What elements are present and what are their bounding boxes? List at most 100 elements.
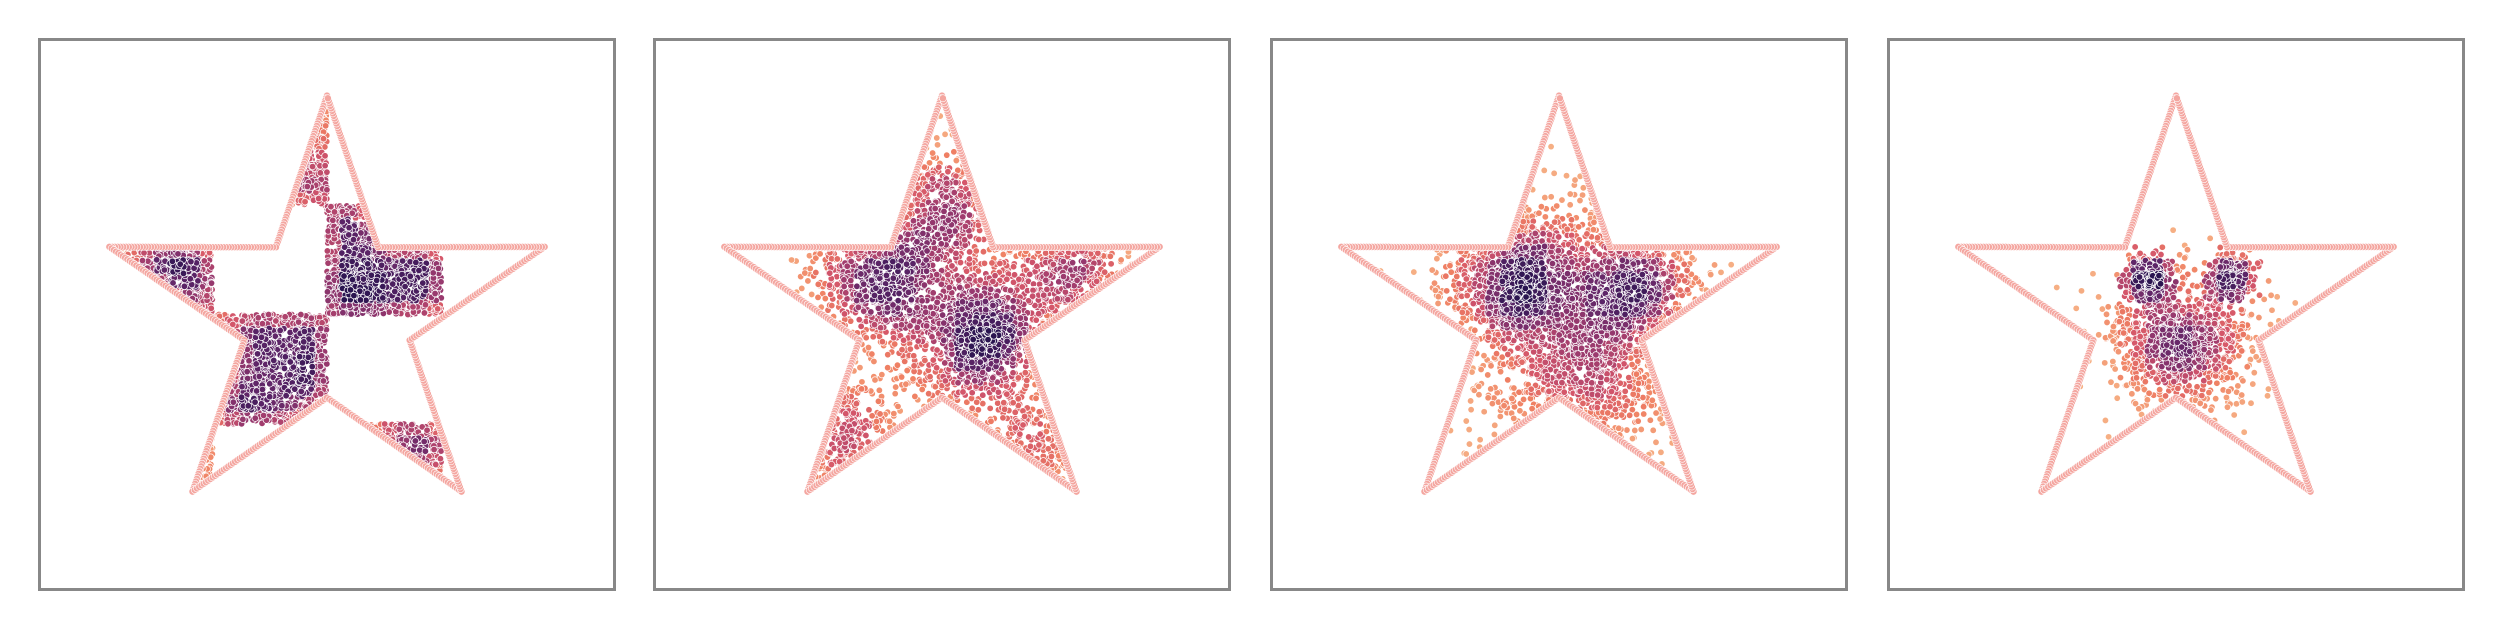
- scatter-point: [1001, 405, 1009, 413]
- scatter-point: [918, 385, 926, 394]
- scatter-point: [317, 325, 325, 333]
- scatter-point: [330, 208, 339, 216]
- scatter-point: [1032, 316, 1040, 324]
- scatter-point: [330, 309, 338, 318]
- scatter-point: [1009, 263, 1018, 271]
- scatter-point: [319, 135, 328, 143]
- scatter-point: [847, 317, 855, 325]
- scatter-point: [890, 410, 898, 418]
- scatter-point: [308, 163, 317, 171]
- scatter-point: [911, 392, 919, 401]
- scatter-point: [203, 292, 211, 300]
- scatter-point: [243, 368, 251, 376]
- scatter-point: [903, 366, 911, 375]
- scatter-point: [338, 218, 346, 226]
- scatter-point: [798, 284, 806, 292]
- scatter-point: [1003, 275, 1011, 283]
- scatter-point: [207, 304, 215, 312]
- scatter-point: [429, 269, 437, 277]
- scatter-point: [324, 296, 332, 305]
- scatter-point: [816, 250, 824, 258]
- scatter-point: [1036, 420, 1044, 428]
- scatter-point: [252, 327, 260, 336]
- scatter-point: [842, 410, 850, 418]
- scatter-point: [827, 460, 836, 469]
- scatter-point: [804, 277, 812, 285]
- scatter-point: [282, 392, 290, 400]
- scatter-point: [317, 390, 325, 398]
- scatter-point: [1107, 260, 1115, 268]
- scatter-point: [160, 266, 169, 274]
- scatter-point: [324, 259, 332, 267]
- scatter-point: [168, 257, 177, 265]
- scatter-point: [915, 191, 924, 199]
- scatter-point: [941, 130, 949, 138]
- scatter-point: [280, 364, 289, 373]
- scatter-point: [327, 203, 335, 211]
- scatter-point: [308, 345, 316, 354]
- scatter-point: [297, 310, 305, 319]
- scatter-point: [307, 385, 315, 393]
- scatter-point: [878, 338, 887, 346]
- scatter-point: [254, 314, 262, 322]
- scatter-point: [187, 258, 195, 266]
- scatter-point: [1117, 256, 1125, 264]
- scatter-point: [906, 345, 914, 353]
- scatter-point: [1019, 421, 1027, 429]
- scatter-point: [825, 281, 834, 289]
- scatter-point: [179, 269, 188, 278]
- scatter-point: [265, 310, 273, 319]
- scatter-point: [253, 350, 262, 358]
- scatter-point: [307, 314, 315, 322]
- scatter-point: [430, 445, 438, 454]
- scatter-point: [291, 385, 299, 393]
- scatter-point: [434, 264, 443, 273]
- scatter-point: [812, 268, 820, 277]
- scatter-point: [1003, 390, 1011, 398]
- scatter-point: [862, 431, 870, 440]
- scatter-point: [200, 257, 208, 265]
- scatter-point: [174, 250, 182, 258]
- scatter-point: [340, 296, 348, 304]
- scatter-point: [1023, 376, 1031, 385]
- scatter-point: [286, 371, 294, 379]
- scatter-point: [423, 426, 431, 434]
- scatter-point: [259, 411, 268, 420]
- scatter-point: [296, 353, 304, 361]
- scatter-point: [257, 333, 266, 341]
- scatter-point: [1032, 394, 1040, 402]
- scatter-point: [875, 386, 883, 394]
- scatter-point: [291, 402, 299, 410]
- scatter-point: [963, 267, 971, 275]
- scatter-point: [808, 290, 816, 299]
- scatter-point: [979, 391, 987, 399]
- scatter-point: [987, 417, 995, 425]
- scatter-point: [224, 420, 232, 428]
- scatter-point: [856, 364, 864, 372]
- scatter-point: [872, 417, 881, 426]
- scatter-point: [1000, 399, 1008, 407]
- scatter-point: [801, 269, 809, 277]
- scatter-point: [979, 399, 987, 408]
- scatter-point: [1036, 430, 1044, 438]
- scatter-point: [341, 243, 349, 251]
- scatter-plot-2: [720, 91, 1164, 496]
- scatter-point: [1035, 310, 1043, 318]
- scatter-point: [363, 289, 371, 297]
- scatter-point: [323, 168, 331, 176]
- scatter-point: [367, 271, 375, 279]
- scatter-point: [1011, 408, 1019, 416]
- scatter-point: [1033, 262, 1041, 270]
- scatter-point: [980, 259, 989, 267]
- scatter-point: [391, 287, 399, 296]
- scatter-point: [979, 248, 988, 256]
- scatter-point: [827, 290, 835, 299]
- scatter-point: [974, 221, 983, 229]
- scatter-point: [421, 252, 429, 260]
- scatter-point: [338, 249, 346, 257]
- scatter-point: [1048, 303, 1056, 312]
- scatter-point: [253, 387, 261, 395]
- scatter-point: [928, 149, 937, 157]
- scatter-point: [1035, 441, 1043, 449]
- scatter-point: [1015, 275, 1023, 283]
